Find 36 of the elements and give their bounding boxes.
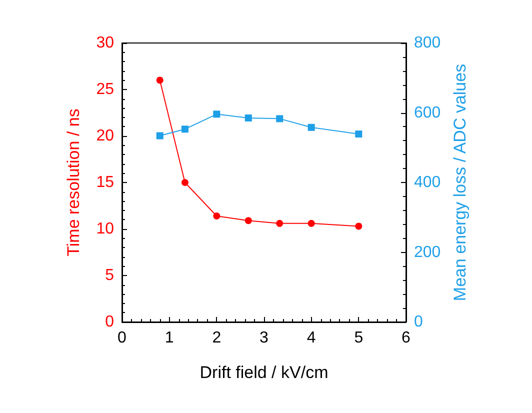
point <box>308 220 315 227</box>
y2-axis-title: Mean energy loss / ADC values <box>450 64 470 302</box>
x-tick-label: 6 <box>402 330 411 346</box>
point <box>355 222 362 230</box>
x-tick-label: 2 <box>212 330 222 346</box>
y-tick-label: 0 <box>105 314 114 330</box>
point <box>308 124 315 131</box>
y2-tick-label: 200 <box>414 244 441 261</box>
y-tick-label: 25 <box>96 81 114 98</box>
y-tick-label: 5 <box>105 267 114 284</box>
point <box>213 212 220 220</box>
x-tick-label: 5 <box>354 330 364 346</box>
y2-tick-label: 0 <box>414 314 423 330</box>
y-axis-title: Time resolution / ns <box>64 108 83 256</box>
point <box>156 76 164 84</box>
x-tick-label: 1 <box>164 330 174 346</box>
point <box>244 114 252 122</box>
point <box>276 220 284 227</box>
x-axis-title: Drift field / kV/cm <box>200 363 328 382</box>
point <box>156 132 164 140</box>
y2-tick-label: 600 <box>414 104 441 122</box>
y-tick-label: 20 <box>96 128 114 144</box>
x-tick-label: 3 <box>260 330 269 346</box>
point <box>181 126 188 133</box>
point <box>276 115 284 122</box>
point <box>355 130 362 138</box>
x-tick-label: 4 <box>306 330 316 346</box>
y-tick-label: 10 <box>96 220 114 238</box>
point <box>213 110 220 118</box>
y-tick-label: 15 <box>96 174 114 191</box>
y2-tick-label: 800 <box>414 34 441 52</box>
x-tick-label: 0 <box>118 330 127 346</box>
point <box>181 179 188 186</box>
y-tick-label: 30 <box>96 34 114 52</box>
point <box>244 217 252 224</box>
y2-tick-label: 400 <box>414 174 441 191</box>
